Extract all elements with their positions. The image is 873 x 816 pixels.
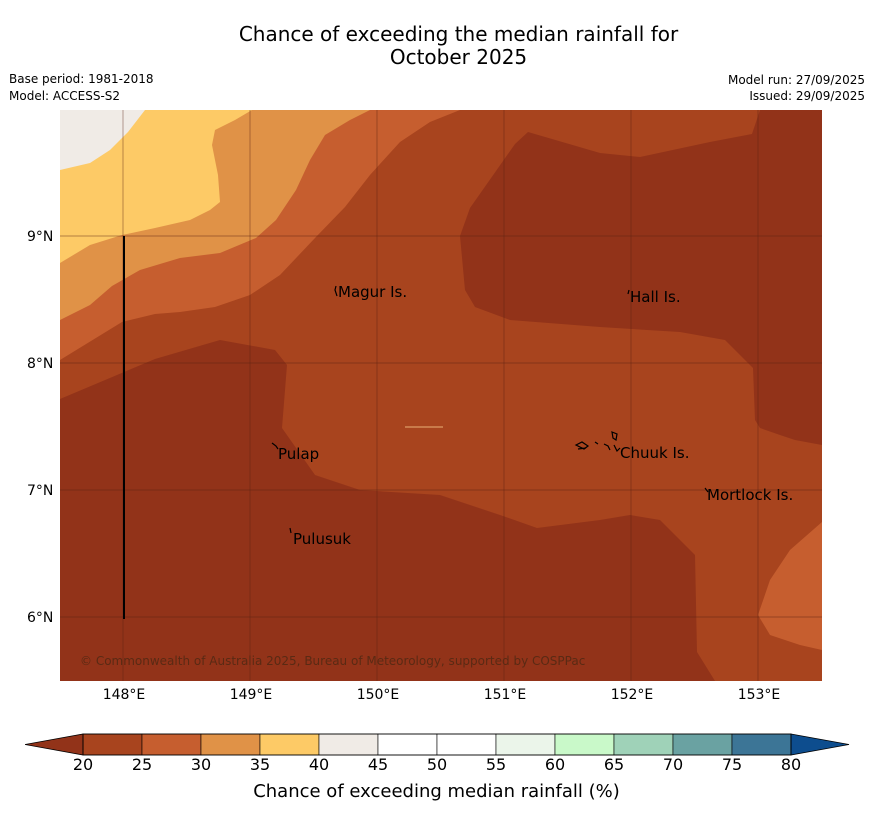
colorbar-cell (613, 733, 674, 756)
place-pulap: Pulap (278, 445, 320, 463)
island-chuuk (574, 431, 621, 453)
colorbar-tick: 65 (603, 755, 625, 774)
colorbar-over-arrow (790, 733, 850, 756)
colorbar-tick: 55 (485, 755, 507, 774)
colorbar-tick: 60 (544, 755, 566, 774)
model-run-label: Model run: 27/09/2025 (727, 73, 865, 87)
lat-label-6n: 6°N (27, 610, 54, 626)
island-pulusuk (289, 527, 292, 534)
island-hall (627, 289, 630, 295)
zone-30-southeast (758, 522, 822, 650)
colorbar (25, 733, 850, 756)
rainfall-map (60, 110, 822, 681)
issued-label: Issued: 29/09/2025 (749, 89, 865, 103)
colorbar-frame (82, 733, 792, 756)
colorbar-cell (495, 733, 556, 756)
colorbar-cell (377, 733, 438, 756)
island-magur (334, 285, 338, 297)
lon-label-153e: 153°E (737, 687, 781, 703)
map-title-line1: Chance of exceeding the median rainfall … (238, 22, 679, 46)
colorbar-tick: 20 (72, 755, 94, 774)
colorbar-tick: 80 (780, 755, 802, 774)
base-period-label: Base period: 1981-2018 (9, 72, 154, 86)
place-pulusuk: Pulusuk (293, 530, 351, 548)
copyright-notice: © Commonwealth of Australia 2025, Bureau… (80, 654, 586, 668)
graticule (60, 110, 822, 681)
colorbar-cell (82, 733, 143, 756)
place-magur: Magur Is. (338, 283, 408, 301)
colorbar-cell (259, 733, 320, 756)
lat-label-7n: 7°N (27, 483, 54, 499)
colorbar-tick: 25 (131, 755, 153, 774)
colorbar-under-arrow (25, 733, 84, 756)
map-title-line2: October 2025 (389, 45, 528, 69)
colorbar-tick: 75 (721, 755, 743, 774)
colorbar-cell (554, 733, 615, 756)
colorbar-cell (436, 733, 497, 756)
colorbar-tick: 70 (662, 755, 684, 774)
lat-label-9n: 9°N (27, 229, 54, 245)
colorbar-label: Chance of exceeding median rainfall (%) (253, 781, 620, 802)
zone-45 (60, 110, 145, 170)
colorbar-cells (82, 733, 792, 756)
lat-label-8n: 8°N (27, 356, 54, 372)
lon-label-149e: 149°E (229, 687, 273, 703)
colorbar-tick: 35 (249, 755, 271, 774)
lon-label-150e: 150°E (356, 687, 400, 703)
place-mortlock: Mortlock Is. (707, 486, 794, 504)
colorbar-tick: 50 (426, 755, 448, 774)
colorbar-cell (318, 733, 379, 756)
colorbar-cell (672, 733, 733, 756)
model-label: Model: ACCESS-S2 (9, 89, 121, 103)
lon-label-151e: 151°E (483, 687, 527, 703)
island-pulap (271, 442, 279, 450)
colorbar-cell (200, 733, 261, 756)
colorbar-tick: 30 (190, 755, 212, 774)
lon-label-152e: 152°E (610, 687, 654, 703)
island-mortlock (704, 487, 709, 493)
lon-label-148e: 148°E (102, 687, 146, 703)
colorbar-cell (731, 733, 792, 756)
place-chuuk: Chuuk Is. (620, 444, 690, 462)
colorbar-tick: 45 (367, 755, 389, 774)
colorbar-cell (141, 733, 202, 756)
islands (271, 285, 709, 534)
place-hall: Hall Is. (630, 288, 681, 306)
colorbar-tick: 40 (308, 755, 330, 774)
